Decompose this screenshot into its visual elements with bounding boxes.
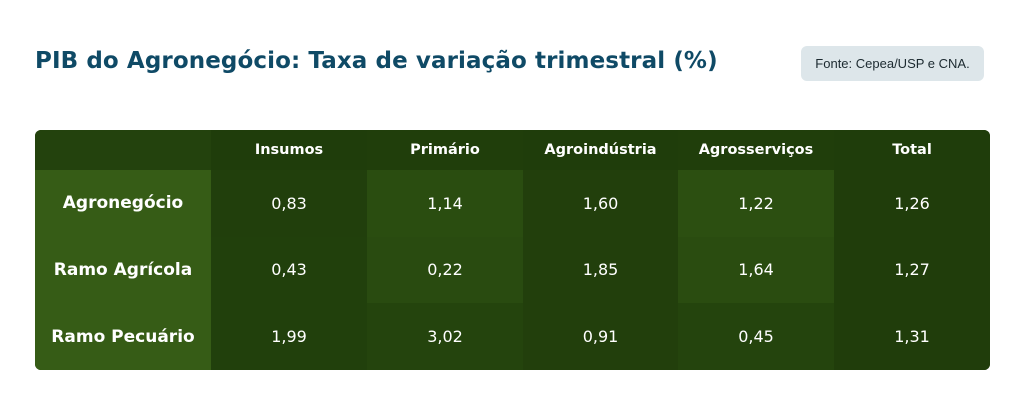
table-row: Agronegócio 0,83 1,14 1,60 1,22 1,26: [35, 170, 990, 237]
table-cell: 0,83: [211, 170, 367, 237]
data-table: Insumos Primário Agroindústria Agrosserv…: [35, 130, 990, 370]
table-corner-cell: [35, 130, 211, 170]
column-header-insumos: Insumos: [211, 130, 367, 170]
table-cell: 1,99: [211, 303, 367, 370]
table-cell: 1,14: [367, 170, 523, 237]
table-cell: 1,60: [523, 170, 678, 237]
table-cell: 0,45: [678, 303, 834, 370]
column-header-primario: Primário: [367, 130, 523, 170]
page-title: PIB do Agronegócio: Taxa de variação tri…: [35, 48, 718, 74]
column-header-total: Total: [834, 130, 990, 170]
column-header-agroindustria: Agroindústria: [523, 130, 678, 170]
table-cell: 1,26: [834, 170, 990, 237]
table-cell: 1,22: [678, 170, 834, 237]
table-row: Ramo Agrícola 0,43 0,22 1,85 1,64 1,27: [35, 236, 990, 304]
table-cell: 1,64: [678, 236, 834, 304]
table-cell: 1,85: [523, 236, 678, 304]
table-cell: 3,02: [367, 303, 523, 370]
row-label-agronegocio: Agronegócio: [35, 170, 211, 237]
column-header-agrosservicos: Agrosserviços: [678, 130, 834, 170]
table-cell: 0,91: [523, 303, 678, 370]
table-cell: 0,22: [367, 236, 523, 304]
row-label-ramo-pecuario: Ramo Pecuário: [35, 303, 211, 370]
table-row: Ramo Pecuário 1,99 3,02 0,91 0,45 1,31: [35, 303, 990, 370]
table-header-row: Insumos Primário Agroindústria Agrosserv…: [35, 130, 990, 170]
data-table-container: Insumos Primário Agroindústria Agrosserv…: [35, 130, 990, 370]
table-cell: 0,43: [211, 236, 367, 304]
table-cell: 1,31: [834, 303, 990, 370]
table-cell: 1,27: [834, 236, 990, 304]
row-label-ramo-agricola: Ramo Agrícola: [35, 236, 211, 304]
source-badge: Fonte: Cepea/USP e CNA.: [801, 46, 984, 81]
